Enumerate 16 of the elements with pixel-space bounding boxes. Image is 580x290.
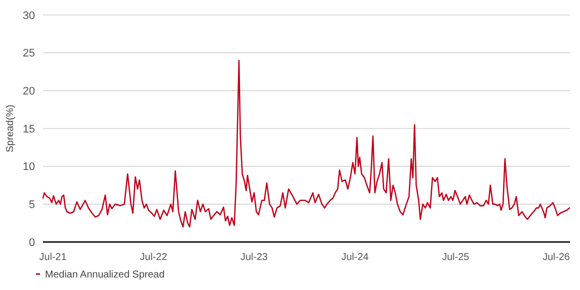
y-tick-label: 20	[22, 86, 35, 98]
line-series	[42, 60, 570, 228]
y-tick-label: 30	[22, 10, 35, 22]
legend-label: Median Annualized Spread	[45, 270, 165, 280]
y-tick-label: 0	[28, 236, 35, 249]
x-tick-label: Jul-25	[442, 252, 470, 263]
x-tick-label: Jul-22	[140, 252, 168, 263]
y-tick-label: 15	[22, 123, 35, 136]
y-tick-label: 25	[22, 48, 35, 60]
y-tick-label: 10	[22, 161, 35, 174]
x-tick-label: Jul-26	[542, 252, 570, 263]
y-axis-title: Spread(%)	[5, 104, 16, 152]
x-tick-label: Jul-21	[39, 252, 67, 263]
x-tick-label: Jul-23	[240, 252, 268, 263]
x-tick-label: Jul-24	[341, 252, 370, 263]
y-tick-label: 5	[28, 199, 35, 212]
